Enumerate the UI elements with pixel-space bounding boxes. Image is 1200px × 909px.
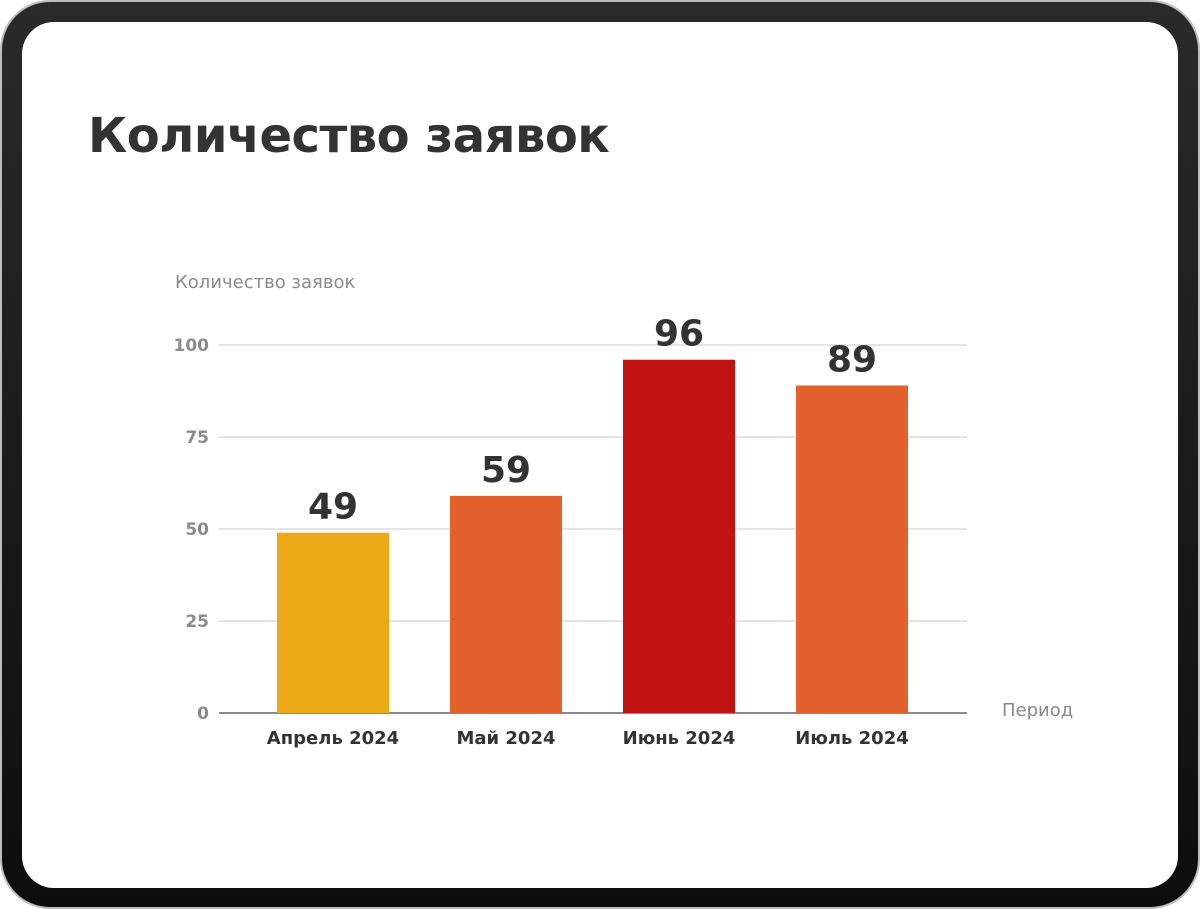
bar-value-label: 96 — [654, 314, 704, 355]
y-tick-label: 50 — [185, 520, 209, 540]
bar-value-label: 49 — [308, 487, 358, 528]
x-axis-title: Период — [1002, 700, 1073, 721]
bar-value-label: 59 — [481, 450, 531, 491]
bar — [277, 532, 389, 713]
page-title: Количество заявок — [88, 108, 610, 164]
bar — [623, 359, 735, 713]
x-tick-label: Июнь 2024 — [623, 728, 736, 749]
y-tick-label: 25 — [185, 612, 209, 632]
y-tick-label: 75 — [185, 428, 209, 448]
y-tick-label: 0 — [197, 704, 209, 724]
y-tick-label: 100 — [174, 336, 210, 356]
x-tick-label: Апрель 2024 — [267, 728, 399, 749]
y-axis-title: Количество заявок — [175, 272, 355, 293]
x-tick-label: Май 2024 — [456, 728, 555, 749]
bar-value-label: 89 — [827, 339, 877, 380]
bar — [796, 385, 908, 713]
x-tick-label: Июль 2024 — [795, 728, 909, 749]
bar-chart: 0 25 50 75 100 49 Апрель 2024 59 Май 2024 96 Июнь … — [174, 272, 1074, 749]
slide-screen: Количество заявок 0 25 50 75 100 49 Апрель 202… — [22, 22, 1178, 888]
bar — [450, 495, 562, 713]
